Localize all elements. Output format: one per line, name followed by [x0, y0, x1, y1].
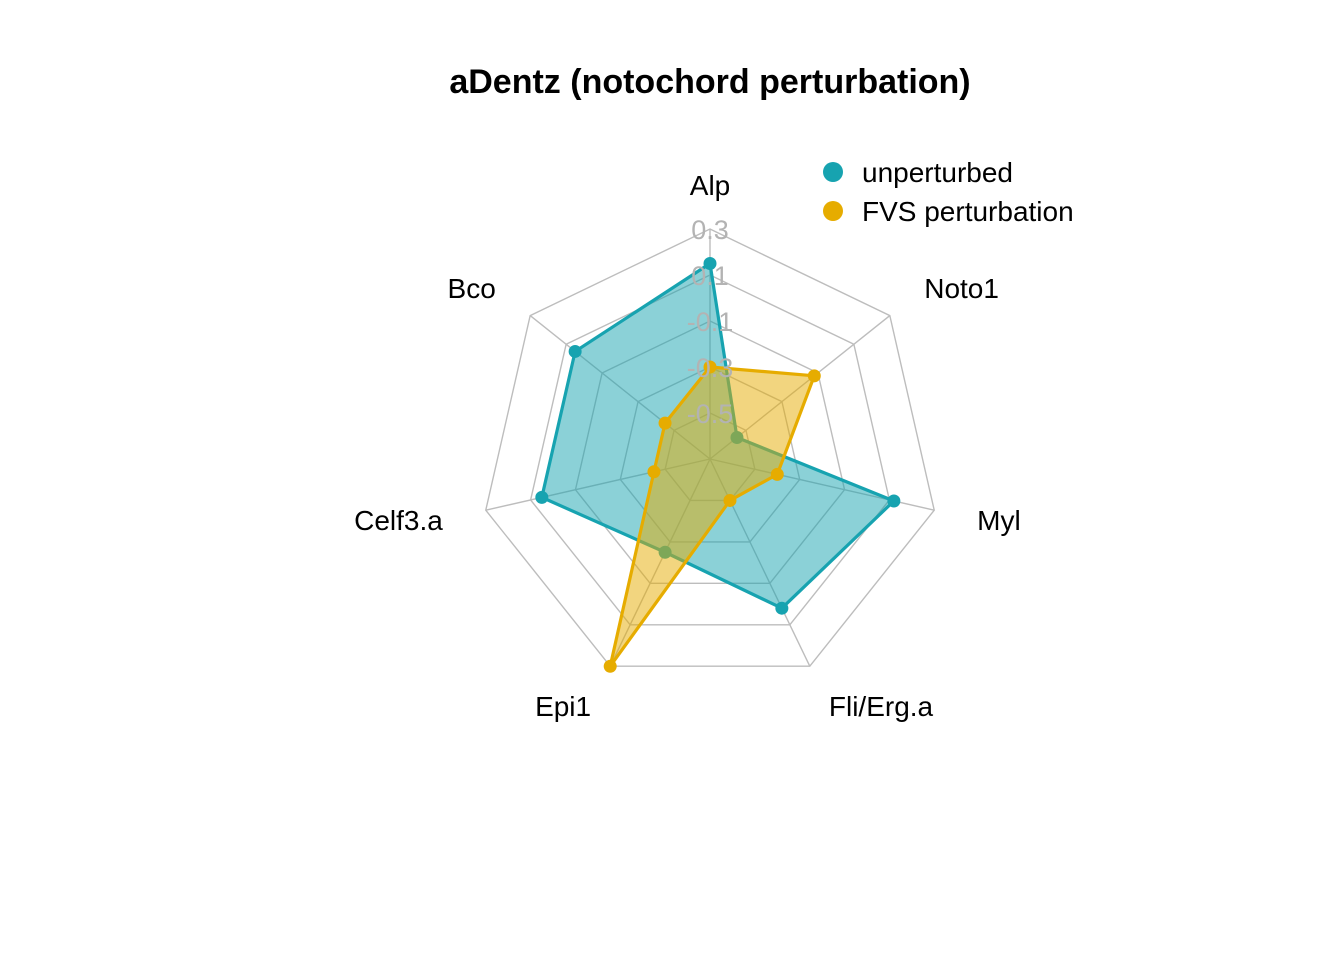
data-point-noto1: [807, 369, 821, 383]
axis-label-noto1: Noto1: [924, 273, 999, 304]
data-point-bco: [568, 344, 582, 358]
legend-label: unperturbed: [862, 157, 1013, 188]
chart-title: aDentz (notochord perturbation): [449, 63, 970, 101]
data-point-myl: [770, 467, 784, 481]
legend-swatch: [823, 201, 843, 221]
axis-labels: Alp Noto1 Myl Fli/Erg.a Epi1 Celf3.a Bco: [354, 170, 1021, 722]
grid-ring: [529, 274, 891, 626]
data-point-celf3-a: [647, 465, 661, 479]
data-point-bco: [658, 416, 672, 430]
data-point-fli-erg-a: [775, 601, 789, 615]
legend-swatch: [823, 162, 843, 182]
data-point-myl: [887, 494, 901, 508]
legend-item-unperturbed: unperturbed: [823, 157, 1013, 188]
axis-label-celf3-a: Celf3.a: [354, 505, 443, 536]
radial-tick-label: -0.5: [687, 399, 734, 429]
legend-item-fvs-perturbation: FVS perturbation: [823, 196, 1074, 227]
axis-label-epi1: Epi1: [535, 691, 591, 722]
grid-ring: [485, 228, 935, 667]
data-point-alp: [703, 257, 717, 270]
axis-label-alp: Alp: [690, 170, 730, 201]
legend: unperturbed FVS perturbation: [823, 157, 1074, 227]
radial-tick-label: 0.3: [691, 215, 729, 245]
axis-label-fli-erg-a: Fli/Erg.a: [829, 691, 934, 722]
data-point-alp: [703, 360, 717, 374]
radial-tick-label: -0.1: [687, 307, 734, 337]
axis-label-bco: Bco: [448, 273, 496, 304]
axis-label-myl: Myl: [977, 505, 1021, 536]
radial-tick-label: 0.1: [691, 261, 729, 291]
data-point-epi1: [603, 659, 617, 673]
data-point-celf3-a: [535, 490, 549, 504]
radial-tick-label: -0.3: [687, 353, 734, 383]
series-layer: [535, 257, 901, 673]
radial-tick-labels: 0.3 0.1 -0.1 -0.3 -0.5: [687, 215, 734, 429]
series-line: [608, 365, 816, 668]
legend-label: FVS perturbation: [862, 196, 1074, 227]
data-point-fli-erg-a: [723, 493, 737, 507]
series-fvs-perturbation: [603, 360, 821, 673]
